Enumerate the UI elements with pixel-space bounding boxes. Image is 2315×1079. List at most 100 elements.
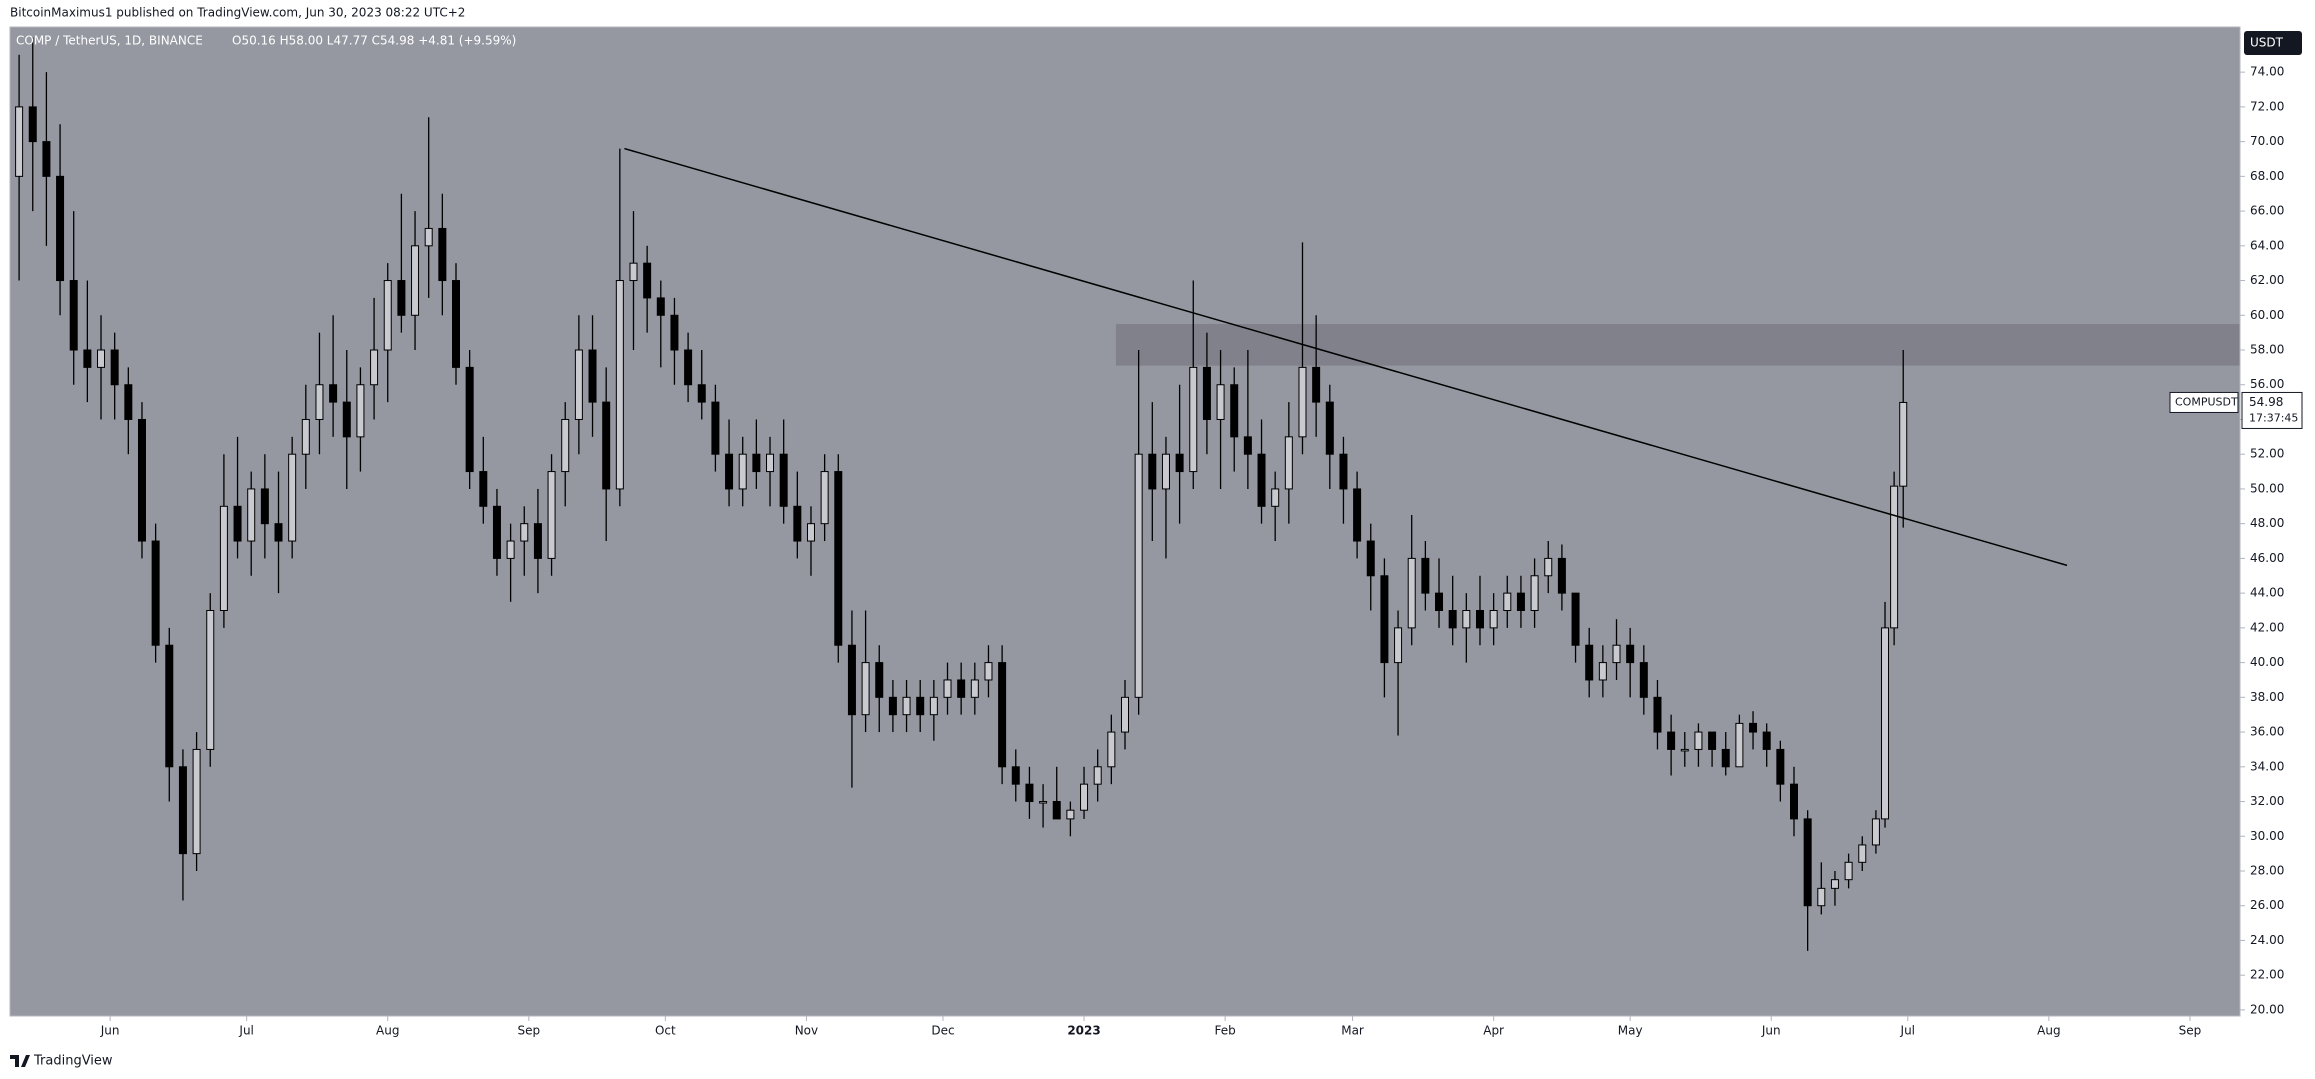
- currency-box[interactable]: [2244, 31, 2302, 55]
- candle-body: [615, 280, 624, 490]
- candle-body: [301, 418, 310, 455]
- candle-body: [479, 471, 488, 507]
- candle-body: [1626, 644, 1635, 664]
- y-tick-label: 60.00: [2250, 308, 2284, 322]
- candle-body: [97, 349, 106, 368]
- y-tick-label: 32.00: [2250, 794, 2284, 808]
- candle-body: [1011, 766, 1020, 785]
- candle-body: [697, 384, 706, 403]
- candle-body: [356, 384, 365, 438]
- candle-body: [752, 453, 761, 473]
- candle-body: [1066, 809, 1075, 820]
- candle-body: [1503, 592, 1512, 612]
- trendline: [624, 147, 2068, 567]
- y-tick-label: 34.00: [2250, 759, 2284, 773]
- candle-body: [274, 523, 283, 542]
- y-tick-label: 70.00: [2250, 134, 2284, 148]
- y-tick-label: 36.00: [2250, 725, 2284, 739]
- candle-body: [1271, 488, 1280, 507]
- candle-body: [1749, 722, 1758, 733]
- candle-body: [1585, 644, 1594, 681]
- candle-body: [1407, 557, 1416, 629]
- y-tick-label: 52.00: [2250, 447, 2284, 461]
- candle-body: [1762, 731, 1771, 750]
- y-tick-label: 20.00: [2250, 1002, 2284, 1016]
- candle-body: [1202, 366, 1211, 420]
- candle-body: [492, 505, 501, 559]
- candle-body: [1694, 731, 1703, 750]
- x-tick-label: Apr: [1483, 1024, 1504, 1038]
- candle-body: [547, 471, 556, 559]
- candle-body: [793, 505, 802, 542]
- candle-body: [847, 644, 856, 716]
- candle-body: [56, 175, 65, 282]
- x-tick-label: Dec: [931, 1024, 954, 1038]
- footer-brand: TradingView: [33, 1054, 113, 1069]
- candle-body: [342, 401, 351, 438]
- candle-body: [1107, 731, 1116, 768]
- y-tick-label: 58.00: [2250, 343, 2284, 357]
- candle-body: [970, 679, 979, 698]
- candle-body: [233, 505, 242, 542]
- candle-body: [452, 280, 460, 368]
- candle-body: [957, 679, 966, 698]
- candle-body: [137, 418, 146, 542]
- candle-body: [1093, 766, 1102, 785]
- candle-body: [1284, 436, 1293, 490]
- y-tick-label: 64.00: [2250, 238, 2284, 252]
- candle-body: [1881, 627, 1890, 820]
- candle-body: [1653, 696, 1662, 733]
- candle-body: [1462, 610, 1471, 629]
- candle-body: [929, 696, 938, 716]
- y-tick-label: 42.00: [2250, 620, 2284, 634]
- candle-body: [1544, 557, 1553, 577]
- candle-body: [1134, 453, 1143, 698]
- candle-body: [1612, 644, 1621, 664]
- candle-body: [779, 453, 788, 507]
- candle-body: [820, 471, 829, 525]
- ohlc-legend: O50.16 H58.00 L47.77 C54.98 +4.81 (+9.59…: [232, 34, 516, 48]
- candle-body: [1667, 731, 1676, 750]
- candle-body: [1161, 453, 1170, 490]
- y-tick-label: 44.00: [2250, 586, 2284, 600]
- candle-body: [1325, 401, 1334, 455]
- candle-body: [1890, 485, 1899, 629]
- last-price-box: [2241, 391, 2303, 429]
- candle-body: [1858, 844, 1867, 863]
- tradingview-logo: TradingView: [10, 1054, 113, 1069]
- x-tick-label: Aug: [376, 1024, 399, 1038]
- candle-body: [1830, 879, 1839, 889]
- candle-body: [943, 679, 952, 698]
- y-tick-label: 26.00: [2250, 898, 2284, 912]
- candle-body: [69, 280, 78, 351]
- candle-body: [1899, 401, 1908, 487]
- candle-body: [1189, 366, 1198, 473]
- candle-body: [83, 349, 92, 368]
- symbol-tag: COMPUSDT: [2175, 395, 2238, 408]
- x-tick-label: Sep: [2179, 1024, 2202, 1038]
- candle-body: [1148, 453, 1157, 490]
- candle-body: [42, 141, 51, 177]
- currency-label[interactable]: USDT: [2250, 36, 2284, 50]
- candle-body: [424, 227, 433, 247]
- candle-body: [1216, 384, 1225, 420]
- candle-body: [1489, 610, 1498, 629]
- candle-body: [1080, 783, 1089, 811]
- x-tick-label: Mar: [1341, 1024, 1364, 1038]
- candle-body: [1790, 783, 1798, 820]
- candle-body: [1039, 801, 1048, 804]
- candle-body: [1052, 801, 1061, 820]
- x-tick-label: Oct: [655, 1024, 676, 1038]
- last-price-label: 54.98: [2249, 395, 2283, 409]
- countdown-label: 17:37:45: [2249, 411, 2298, 424]
- candle-body: [370, 349, 379, 386]
- symbol-tag-box: [2169, 391, 2239, 413]
- candle-body: [984, 662, 993, 681]
- resistance-zone: [1115, 323, 2240, 366]
- candle-body: [533, 523, 542, 559]
- candle-body: [1708, 731, 1717, 750]
- candle-body: [1571, 592, 1580, 646]
- candle-body: [247, 488, 256, 542]
- candle-body: [1380, 575, 1389, 664]
